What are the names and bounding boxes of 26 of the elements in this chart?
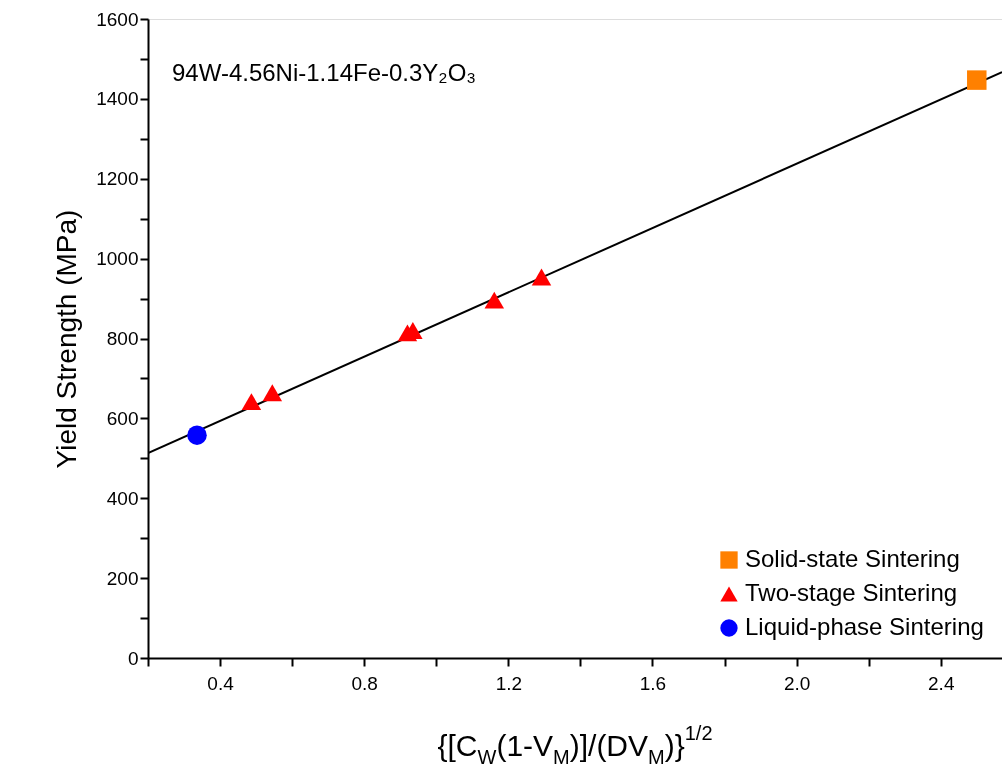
x-tick-label: 2.0: [783, 672, 811, 694]
annotation: 94W-4.56Ni-1.14Fe-0.3Y₂O₃: [172, 59, 477, 86]
y-tick-label: 0: [127, 647, 139, 669]
legend-label: Two-stage Sintering: [745, 579, 958, 606]
y-tick-label: 1200: [96, 168, 139, 190]
y-tick-label: 1400: [96, 88, 139, 110]
legend-label: Solid-state Sintering: [745, 545, 960, 572]
point: [531, 268, 552, 286]
x-tick-label: 1.6: [639, 672, 667, 694]
y-tick-label: 600: [106, 407, 139, 429]
legend-label: Liquid-phase Sintering: [745, 613, 984, 640]
point: [967, 70, 987, 90]
point: [262, 384, 283, 402]
y-axis-title: Yield Strength (MPa): [51, 209, 83, 469]
y-tick-label: 400: [106, 487, 139, 509]
y-tick-label: 1600: [96, 8, 139, 30]
x-tick-label: 2.4: [928, 672, 955, 694]
x-tick-label: 0.8: [351, 672, 378, 694]
x-tick-label: 1.2: [495, 672, 523, 694]
y-tick-label: 1000: [96, 248, 139, 270]
point: [484, 291, 505, 309]
y-tick-label: 200: [106, 567, 139, 589]
point: [241, 393, 262, 411]
point: [187, 425, 207, 445]
x-tick-label: 0.4: [207, 672, 235, 694]
y-tick-label: 800: [106, 328, 139, 349]
